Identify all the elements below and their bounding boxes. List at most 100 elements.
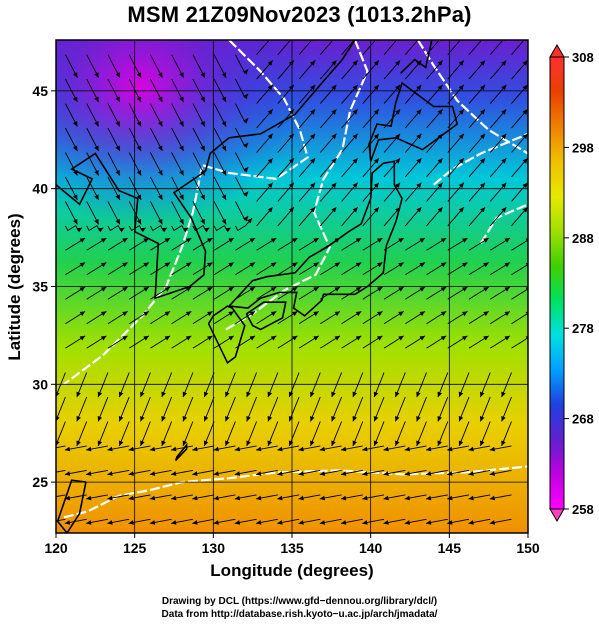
streamline-arrowhead bbox=[437, 440, 442, 446]
streamline-arrowhead bbox=[483, 238, 489, 243]
graticule bbox=[56, 40, 528, 533]
streamline-arrowhead bbox=[243, 93, 249, 100]
streamline-arrowhead bbox=[362, 520, 368, 525]
streamline-arrowhead bbox=[164, 311, 171, 317]
streamline-arrowhead bbox=[437, 207, 443, 213]
streamline-arrowhead bbox=[76, 391, 81, 398]
x-tick-label: 145 bbox=[438, 540, 462, 556]
streamline-arrowhead bbox=[203, 440, 209, 446]
streamline-arrowhead bbox=[437, 109, 443, 115]
streamline-arrowhead bbox=[377, 262, 383, 268]
streamline-arrowhead bbox=[200, 72, 205, 78]
x-tick-label: 140 bbox=[359, 540, 383, 556]
streamline-arrowhead bbox=[522, 133, 528, 140]
streamline bbox=[383, 40, 398, 55]
streamline-arrowhead bbox=[243, 69, 249, 75]
streamline-arrowhead bbox=[277, 520, 283, 525]
streamline-arrowhead bbox=[334, 311, 340, 317]
streamline-arrowhead bbox=[246, 391, 251, 398]
streamline-arrowhead bbox=[207, 335, 213, 341]
streamline-arrowhead bbox=[221, 194, 227, 200]
streamline-arrowhead bbox=[352, 416, 357, 422]
streamline-arrowhead bbox=[64, 446, 71, 452]
streamline-arrowhead bbox=[228, 311, 234, 317]
streamline-arrowhead bbox=[179, 194, 184, 200]
streamline-arrowhead bbox=[298, 446, 304, 452]
streamline-arrowhead bbox=[341, 495, 347, 501]
streamline-arrowhead bbox=[243, 167, 249, 173]
colorbar-max-arrow bbox=[549, 44, 565, 58]
streamline-arrowhead bbox=[136, 72, 142, 78]
streamline-arrowhead bbox=[522, 182, 528, 188]
streamline-arrowhead bbox=[115, 121, 120, 127]
streamline-arrowhead bbox=[310, 60, 316, 66]
streamline-arrowhead bbox=[292, 238, 298, 243]
coastline-segment bbox=[245, 301, 287, 331]
streamline-arrowhead bbox=[143, 238, 149, 243]
streamline-arrowhead bbox=[143, 335, 149, 341]
streamline-arrowhead bbox=[97, 391, 103, 398]
coastline-segment bbox=[56, 479, 87, 533]
streamline-arrowhead bbox=[56, 391, 60, 397]
streamline-arrowhead bbox=[118, 391, 124, 398]
streamline-arrowhead bbox=[164, 335, 171, 341]
coastline-segment bbox=[207, 305, 246, 365]
streamline-arrowhead bbox=[270, 238, 277, 243]
streamline-arrowhead bbox=[143, 311, 149, 317]
streamline-arrowhead bbox=[383, 495, 389, 501]
streamline-arrowhead bbox=[480, 416, 485, 422]
streamline-arrowhead bbox=[288, 109, 294, 115]
streamline-arrowhead bbox=[100, 238, 107, 243]
streamline-arrowhead bbox=[416, 109, 422, 115]
streamline-arrowhead bbox=[416, 207, 422, 213]
streamline-arrowhead bbox=[504, 311, 510, 317]
colorbar-tick-label: 288 bbox=[572, 231, 594, 246]
streamline-arrowhead bbox=[143, 262, 149, 268]
coastline bbox=[56, 40, 459, 533]
streamline-arrowhead bbox=[458, 109, 464, 115]
streamline-arrowhead bbox=[94, 72, 99, 78]
x-axis-title: Longitude (degrees) bbox=[210, 561, 373, 580]
streamline-arrowhead bbox=[480, 182, 486, 188]
streamline-arrowhead bbox=[501, 158, 507, 164]
streamline bbox=[489, 40, 504, 55]
streamline-arrowhead bbox=[483, 262, 489, 268]
streamline-arrowhead bbox=[355, 335, 362, 341]
streamline-arrowhead bbox=[171, 520, 177, 525]
streamline-arrowhead bbox=[128, 471, 134, 476]
streamline-arrowhead bbox=[362, 495, 368, 501]
streamline-arrowhead bbox=[458, 60, 464, 66]
streamline-arrowhead bbox=[204, 227, 210, 233]
streamline-arrowhead bbox=[228, 262, 234, 268]
streamline-arrowhead bbox=[76, 227, 82, 233]
streamline-arrowhead bbox=[86, 471, 92, 476]
streamline-arrowhead bbox=[298, 471, 304, 476]
streamline-arrowhead bbox=[468, 471, 474, 476]
streamline-arrowhead bbox=[319, 446, 326, 452]
streamline-arrowhead bbox=[122, 262, 128, 268]
streamline-arrowhead bbox=[249, 311, 256, 317]
x-tick-label: 135 bbox=[280, 540, 304, 556]
streamline-arrowhead bbox=[119, 227, 125, 233]
x-tick-label: 130 bbox=[202, 540, 226, 556]
streamline bbox=[56, 518, 66, 522]
coastline-segment bbox=[56, 40, 356, 300]
y-tick-label: 30 bbox=[32, 376, 48, 392]
streamline-arrowhead bbox=[352, 133, 358, 140]
streamline-arrowhead bbox=[437, 416, 442, 422]
streamline-arrowhead bbox=[221, 218, 227, 225]
streamline-arrowhead bbox=[480, 133, 486, 140]
streamline-arrowhead bbox=[458, 133, 464, 140]
streamline-arrowhead bbox=[225, 391, 230, 398]
streamline-arrowhead bbox=[440, 238, 447, 243]
streamline-arrowhead bbox=[161, 391, 166, 398]
streamline-arrowhead bbox=[288, 182, 294, 188]
streamline-arrowhead bbox=[100, 287, 107, 292]
streamline bbox=[511, 40, 525, 55]
streamline-arrowhead bbox=[468, 446, 474, 452]
streamline-arrowhead bbox=[398, 262, 404, 268]
streamline-arrowhead bbox=[243, 142, 249, 148]
streamline-arrowhead bbox=[158, 72, 163, 78]
streamline-arrowhead bbox=[64, 520, 71, 525]
streamline-arrowhead bbox=[355, 262, 362, 268]
